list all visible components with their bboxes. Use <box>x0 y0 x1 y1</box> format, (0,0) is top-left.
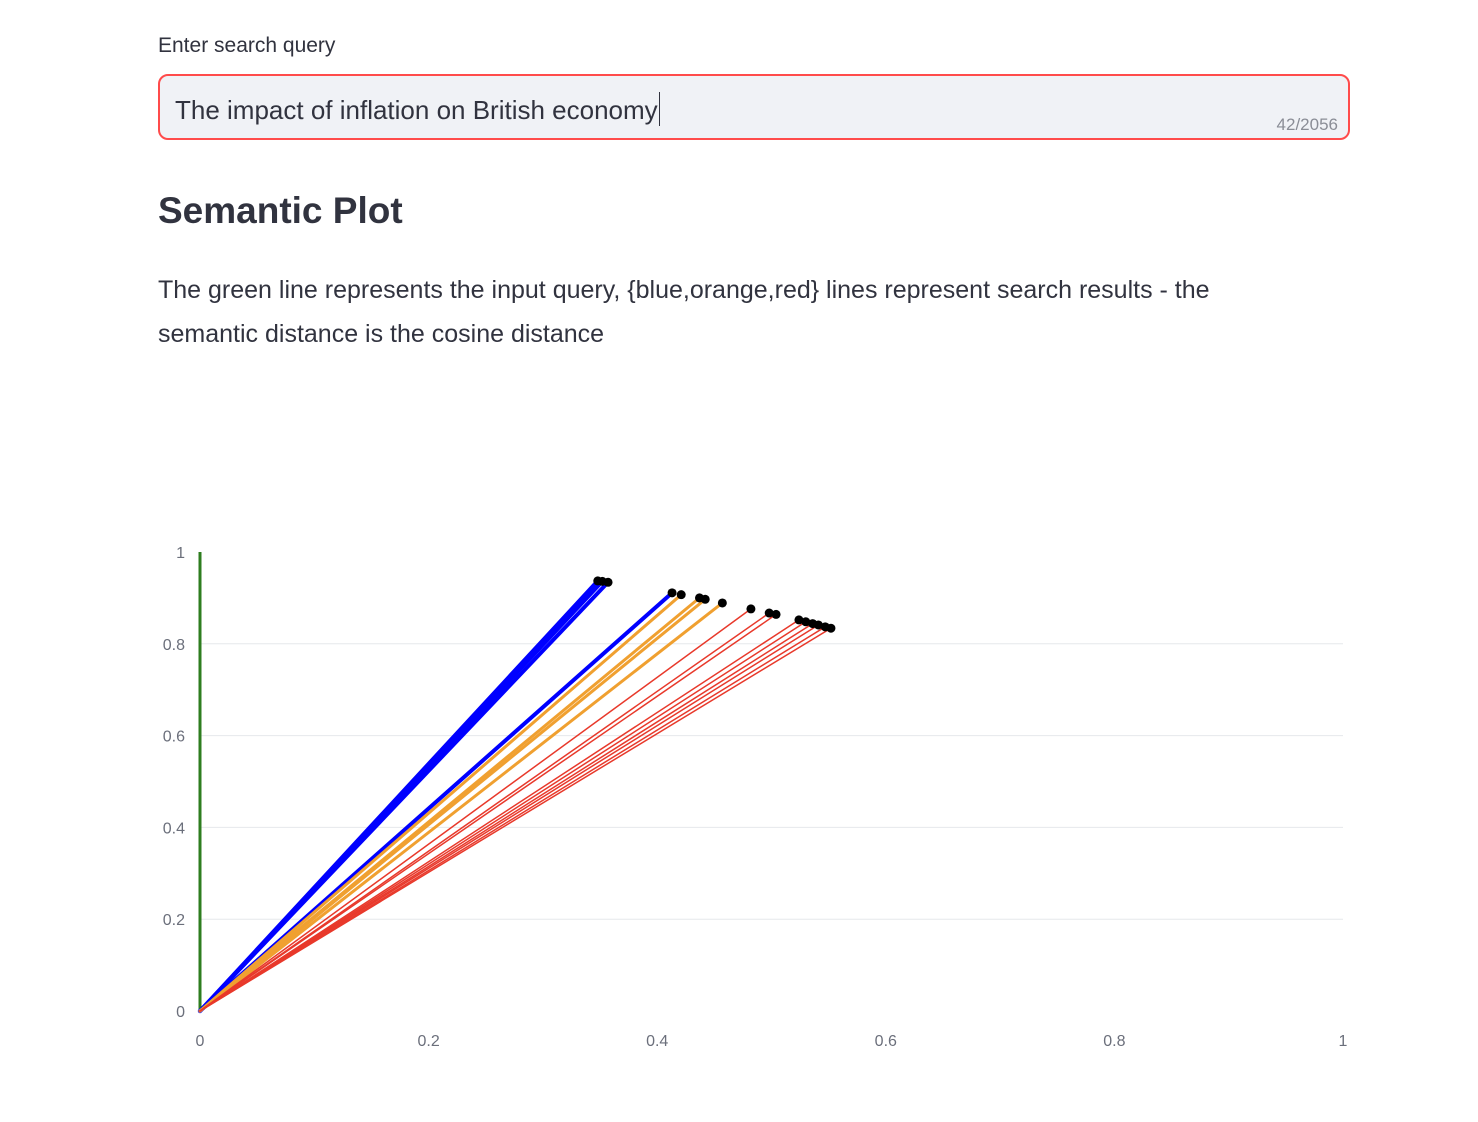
search-query-input[interactable]: The impact of inflation on British econo… <box>158 74 1350 140</box>
search-query-label: Enter search query <box>158 34 336 57</box>
result-endpoints <box>593 576 836 633</box>
y-tick-label: 0 <box>176 1004 185 1021</box>
result-endpoint-marker <box>826 623 836 633</box>
result-endpoint-marker <box>794 615 804 625</box>
result-endpoint-marker <box>813 620 823 630</box>
y-tick-label: 1 <box>176 545 185 562</box>
x-tick-label: 0.2 <box>417 1033 439 1050</box>
result-endpoint-marker <box>771 609 781 619</box>
plot-description: The green line represents the input quer… <box>158 276 1210 348</box>
result-vector-line <box>199 624 820 1012</box>
result-vector-line <box>198 580 611 1013</box>
x-tick-label: 0.4 <box>646 1033 668 1050</box>
result-endpoint-marker <box>700 594 710 604</box>
result-vector-line <box>199 627 832 1012</box>
result-endpoint-marker <box>717 598 727 608</box>
result-vector-line <box>198 601 724 1013</box>
x-tick-label: 0.8 <box>1103 1033 1125 1050</box>
y-tick-label: 0.4 <box>163 820 185 837</box>
result-vectors <box>198 552 832 1013</box>
result-endpoint-marker <box>603 577 613 587</box>
x-tick-label: 0.6 <box>875 1033 897 1050</box>
x-axis-ticks: 0 0.2 0.4 0.6 0.8 1 <box>196 1033 1348 1050</box>
search-query-value[interactable]: The impact of inflation on British econo… <box>175 92 661 126</box>
result-endpoint-marker <box>667 588 677 598</box>
result-vector-line <box>199 621 807 1012</box>
result-vector-line <box>198 593 683 1013</box>
y-tick-label: 0.6 <box>163 729 185 746</box>
result-vector-line <box>199 612 770 1012</box>
result-endpoint-marker <box>676 590 686 600</box>
result-endpoint-marker <box>764 608 774 618</box>
result-endpoint-marker <box>746 604 756 614</box>
x-tick-label: 0 <box>196 1033 205 1050</box>
text-caret <box>658 92 661 126</box>
y-tick-label: 0.2 <box>163 912 185 929</box>
result-endpoint-marker <box>801 617 811 627</box>
result-vector-line <box>199 619 800 1012</box>
character-count: 42/2056 <box>1276 115 1338 134</box>
result-vector-line <box>199 608 752 1012</box>
x-tick-label: 1 <box>1339 1033 1348 1050</box>
y-tick-label: 0.8 <box>163 637 185 654</box>
result-vector-line <box>198 597 707 1013</box>
y-axis-ticks: 0 0.2 0.4 0.6 0.8 1 <box>163 545 185 1021</box>
result-vector-line <box>199 613 777 1012</box>
section-title: Semantic Plot <box>158 190 403 231</box>
search-query-text: The impact of inflation on British econo… <box>175 95 658 125</box>
